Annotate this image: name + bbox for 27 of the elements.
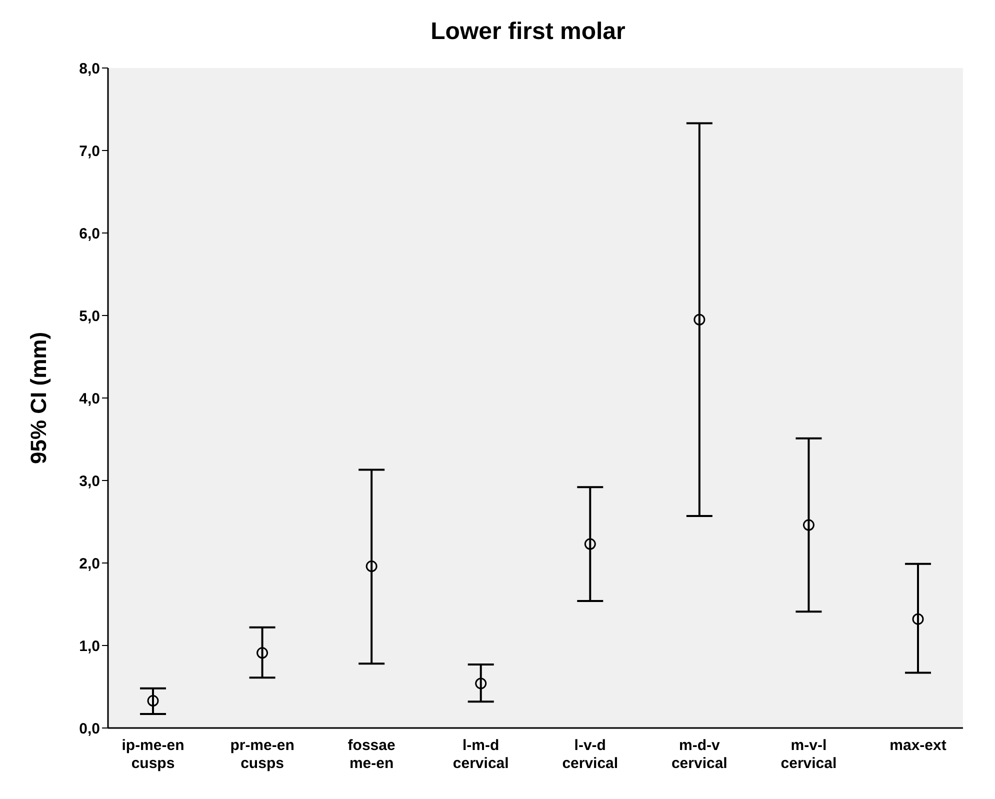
point: [147, 695, 159, 707]
x-tick-label: m-d-v cervical: [671, 737, 728, 772]
y-axis-title: 95% CI (mm): [26, 332, 51, 464]
point: [366, 560, 378, 572]
y-tick-label: 6,0: [79, 225, 100, 242]
point: [256, 647, 268, 659]
x-tick-label: l-m-d cervical: [452, 737, 509, 772]
point: [802, 519, 814, 531]
y-tick-label: 5,0: [79, 308, 100, 325]
x-tick-label: fossae me-en: [348, 737, 396, 772]
x-tick-label: pr-me-en cusps: [230, 737, 294, 772]
y-tick-label: 1,0: [79, 638, 100, 655]
y-tick-label: 4,0: [79, 390, 100, 408]
y-tick-label: 3,0: [79, 472, 100, 490]
chart-title: Lower first molar: [430, 18, 626, 46]
y-tick-label: 8,0: [79, 60, 100, 78]
x-tick-label: m-v-l cervical: [780, 737, 837, 772]
x-tick-label: l-v-d cervical: [562, 737, 618, 772]
y-tick-label: 2,0: [79, 555, 100, 572]
point: [584, 538, 596, 550]
x-tick-label: ip-me-en cusps: [122, 737, 184, 772]
y-tick-label: 7,0: [79, 142, 100, 160]
point: [912, 613, 924, 625]
x-tick-label: max-ext: [890, 737, 946, 754]
point: [475, 678, 487, 690]
point: [694, 314, 706, 326]
y-tick-label: 0,0: [79, 720, 100, 738]
